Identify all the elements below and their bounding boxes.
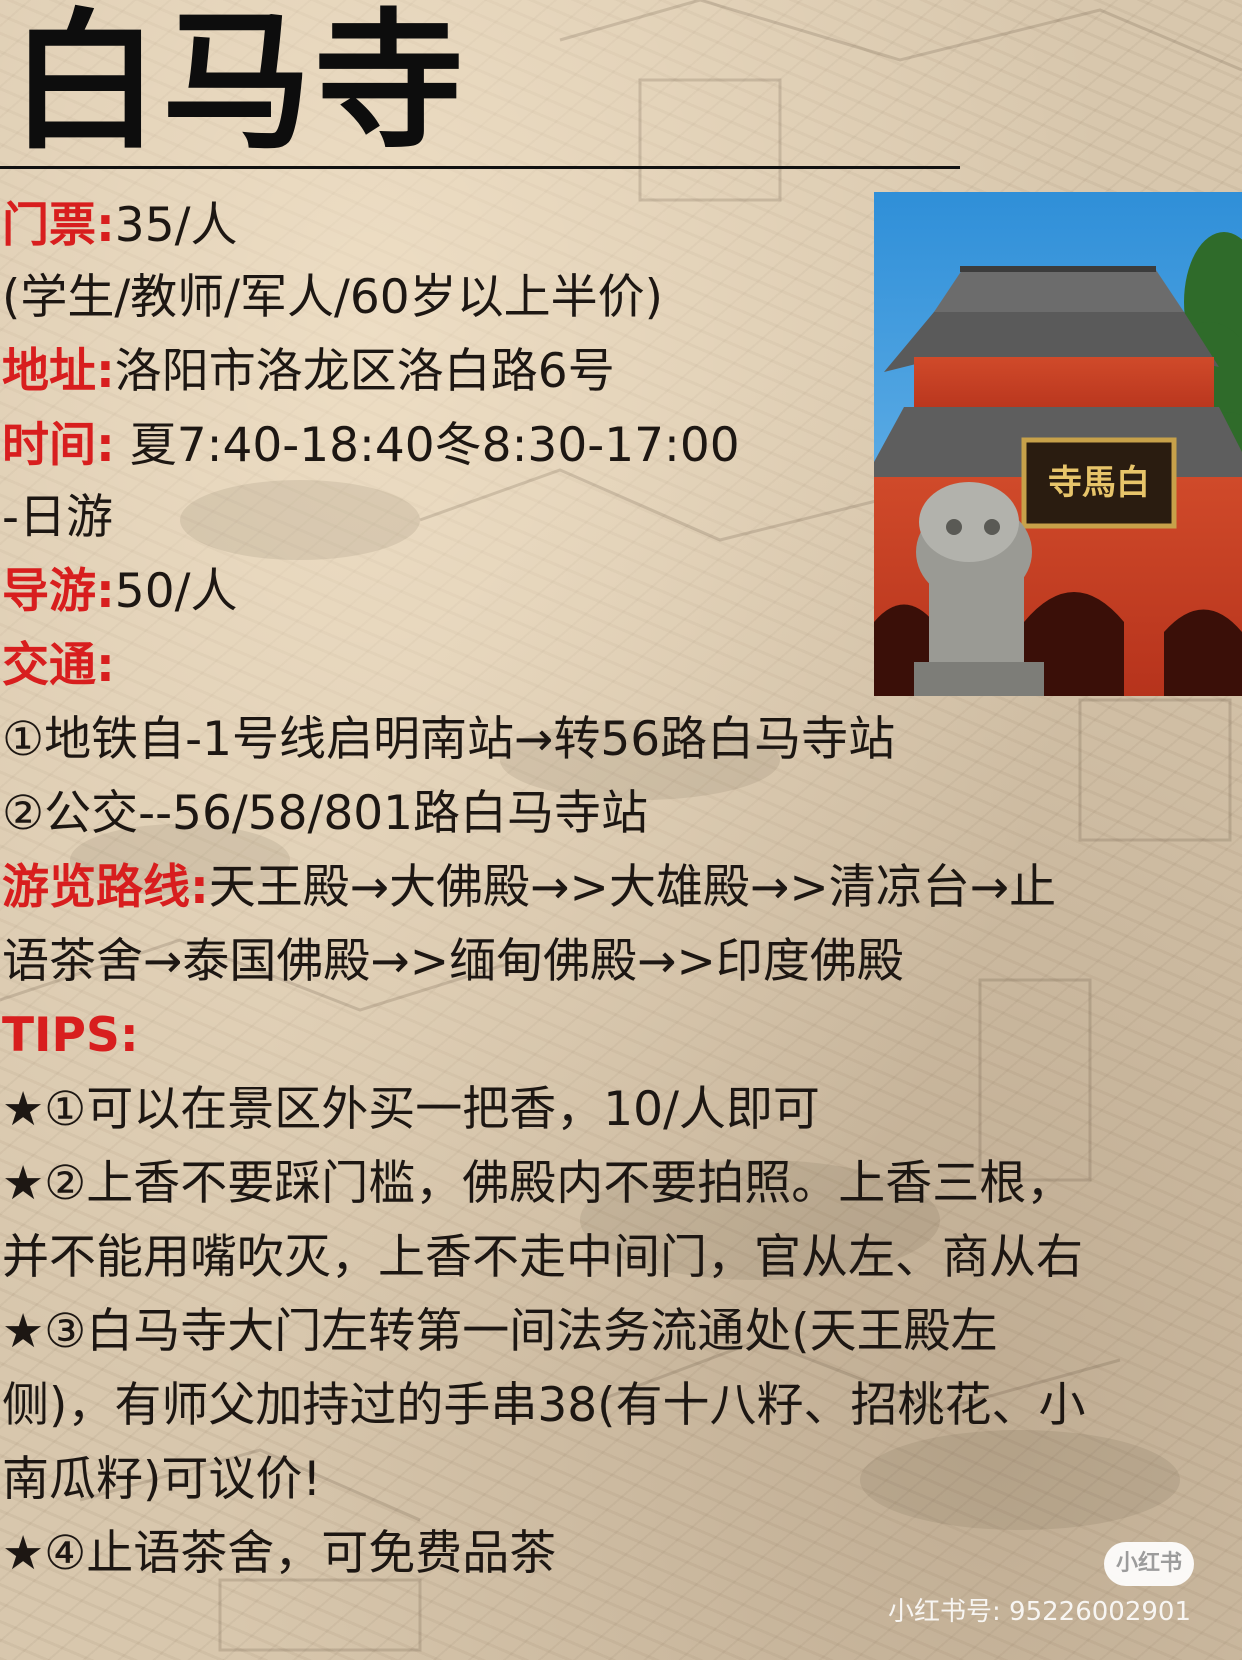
plaque-text: 寺馬白	[1048, 463, 1150, 503]
tip-line: 并不能用嘴吹灭，上香不走中间门，官从左、商从右	[2, 1230, 1083, 1285]
transport-item: ①地铁自-1号线启明南站→转56路白马寺站	[2, 712, 896, 767]
page-title: 白马寺	[10, 0, 467, 170]
temple-photo: 寺馬白	[874, 192, 1242, 696]
hours-label: 时间:	[2, 418, 115, 473]
tip-line: ★③白马寺大门左转第一间法务流通处(天王殿左	[2, 1304, 998, 1359]
address-value: 洛阳市洛龙区洛白路6号	[114, 344, 615, 399]
hours-value: 夏7:40-18:40冬8:30-17:00	[114, 418, 740, 473]
address-row: 地址:洛阳市洛龙区洛白路6号	[2, 342, 615, 402]
route-row: 游览路线:天王殿→大佛殿→>大雄殿→>清凉台→止	[2, 858, 1056, 918]
hours-row: 时间: 夏7:40-18:40冬8:30-17:00	[2, 416, 740, 476]
guide-value: 50/人	[114, 564, 238, 619]
tips-label: TIPS:	[2, 1008, 139, 1063]
hours-note: -日游	[2, 490, 113, 545]
ticket-note: (学生/教师/军人/60岁以上半价)	[2, 270, 663, 325]
ticket-label: 门票:	[2, 198, 115, 253]
transport-label: 交通:	[2, 638, 115, 693]
tip-line: ★④止语茶舍，可免费品茶	[2, 1526, 557, 1581]
watermark-user-id: 小红书号: 95226002901	[888, 1597, 1191, 1627]
route-label: 游览路线:	[2, 860, 209, 915]
tip-line: ★②上香不要踩门槛，佛殿内不要拍照。上香三根，	[2, 1156, 1074, 1211]
transport-row: 交通:	[2, 636, 115, 696]
tip-line: ★①可以在景区外买一把香，10/人即可	[2, 1082, 820, 1137]
ticket-value: 35/人	[114, 198, 238, 253]
title-divider	[0, 166, 960, 169]
xiaohongshu-logo: 小红书	[1104, 1542, 1194, 1586]
guide-label: 导游:	[2, 564, 115, 619]
address-label: 地址:	[2, 344, 115, 399]
transport-item: ②公交--56/58/801路白马寺站	[2, 786, 649, 841]
route-line-2: 语茶舍→泰国佛殿→>缅甸佛殿→>印度佛殿	[2, 934, 904, 989]
route-line-1: 天王殿→大佛殿→>大雄殿→>清凉台→止	[208, 860, 1057, 915]
tips-row: TIPS:	[2, 1006, 139, 1066]
temple-gate-image: 寺馬白	[874, 192, 1242, 696]
tip-line: 侧)，有师父加持过的手串38(有十八籽、招桃花、小	[2, 1378, 1086, 1433]
ticket-row: 门票:35/人	[2, 196, 237, 256]
tip-line: 南瓜籽)可议价!	[2, 1452, 322, 1507]
guide-row: 导游:50/人	[2, 562, 237, 622]
